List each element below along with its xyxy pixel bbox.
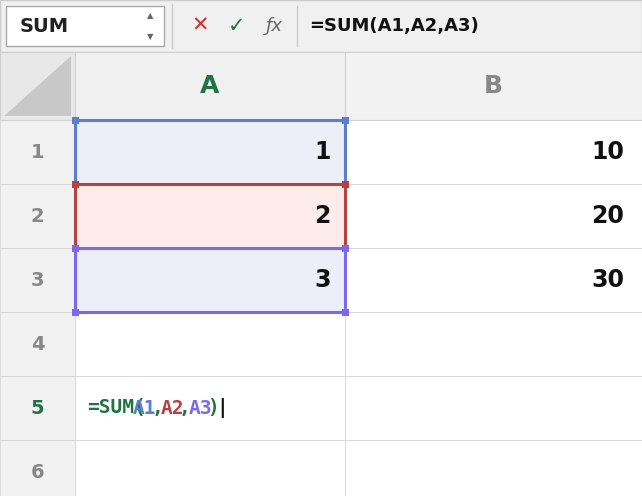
Polygon shape bbox=[4, 56, 71, 116]
Text: ✓: ✓ bbox=[229, 16, 246, 36]
Bar bbox=[0, 52, 75, 120]
Text: B: B bbox=[484, 74, 503, 98]
Text: 1: 1 bbox=[31, 142, 44, 162]
Bar bbox=[75, 376, 345, 440]
Text: 4: 4 bbox=[31, 334, 44, 354]
Text: 30: 30 bbox=[591, 268, 624, 292]
Text: A: A bbox=[200, 74, 220, 98]
Text: =SUM(A1,A2,A3): =SUM(A1,A2,A3) bbox=[309, 17, 479, 35]
Text: A1: A1 bbox=[133, 398, 157, 418]
Bar bbox=[0, 376, 75, 440]
Text: 3: 3 bbox=[31, 270, 44, 290]
Bar bbox=[345, 312, 642, 376]
Text: A2: A2 bbox=[160, 398, 184, 418]
Text: ƒx: ƒx bbox=[266, 17, 282, 35]
Bar bbox=[342, 245, 349, 251]
Bar bbox=[71, 181, 78, 187]
Text: |: | bbox=[216, 398, 227, 418]
Bar bbox=[345, 440, 642, 496]
Bar bbox=[342, 181, 349, 187]
Bar bbox=[0, 248, 75, 312]
Text: 2: 2 bbox=[315, 204, 331, 228]
Bar bbox=[71, 245, 78, 251]
Bar bbox=[0, 120, 75, 184]
Text: 20: 20 bbox=[591, 204, 624, 228]
Text: ▼: ▼ bbox=[147, 32, 153, 41]
Bar bbox=[0, 312, 75, 376]
Text: 1: 1 bbox=[315, 140, 331, 164]
Bar bbox=[342, 309, 349, 315]
Bar bbox=[0, 184, 75, 248]
Text: ): ) bbox=[207, 398, 218, 418]
Bar bbox=[75, 120, 345, 184]
Bar bbox=[345, 376, 642, 440]
Text: 2: 2 bbox=[31, 206, 44, 226]
Text: A3: A3 bbox=[188, 398, 212, 418]
Text: SUM: SUM bbox=[20, 16, 69, 36]
Text: 3: 3 bbox=[315, 268, 331, 292]
Bar bbox=[345, 248, 642, 312]
Text: 6: 6 bbox=[31, 462, 44, 482]
Bar bbox=[75, 312, 345, 376]
Text: ,: , bbox=[152, 398, 163, 418]
Bar bbox=[71, 117, 78, 124]
Text: 10: 10 bbox=[591, 140, 624, 164]
Bar bbox=[0, 440, 75, 496]
Bar bbox=[345, 120, 642, 184]
Bar bbox=[75, 52, 345, 120]
Text: ,: , bbox=[179, 398, 191, 418]
Bar bbox=[75, 248, 345, 312]
Bar bbox=[345, 184, 642, 248]
Text: ▲: ▲ bbox=[147, 11, 153, 20]
Bar bbox=[6, 6, 164, 46]
Bar bbox=[71, 309, 78, 315]
Text: 5: 5 bbox=[31, 398, 44, 418]
Bar bbox=[75, 184, 345, 248]
Bar bbox=[0, 0, 642, 52]
Bar bbox=[345, 52, 642, 120]
Text: =SUM(: =SUM( bbox=[87, 398, 146, 418]
Text: ✕: ✕ bbox=[191, 16, 209, 36]
Bar bbox=[75, 440, 345, 496]
Bar bbox=[342, 117, 349, 124]
Bar bbox=[0, 52, 642, 120]
